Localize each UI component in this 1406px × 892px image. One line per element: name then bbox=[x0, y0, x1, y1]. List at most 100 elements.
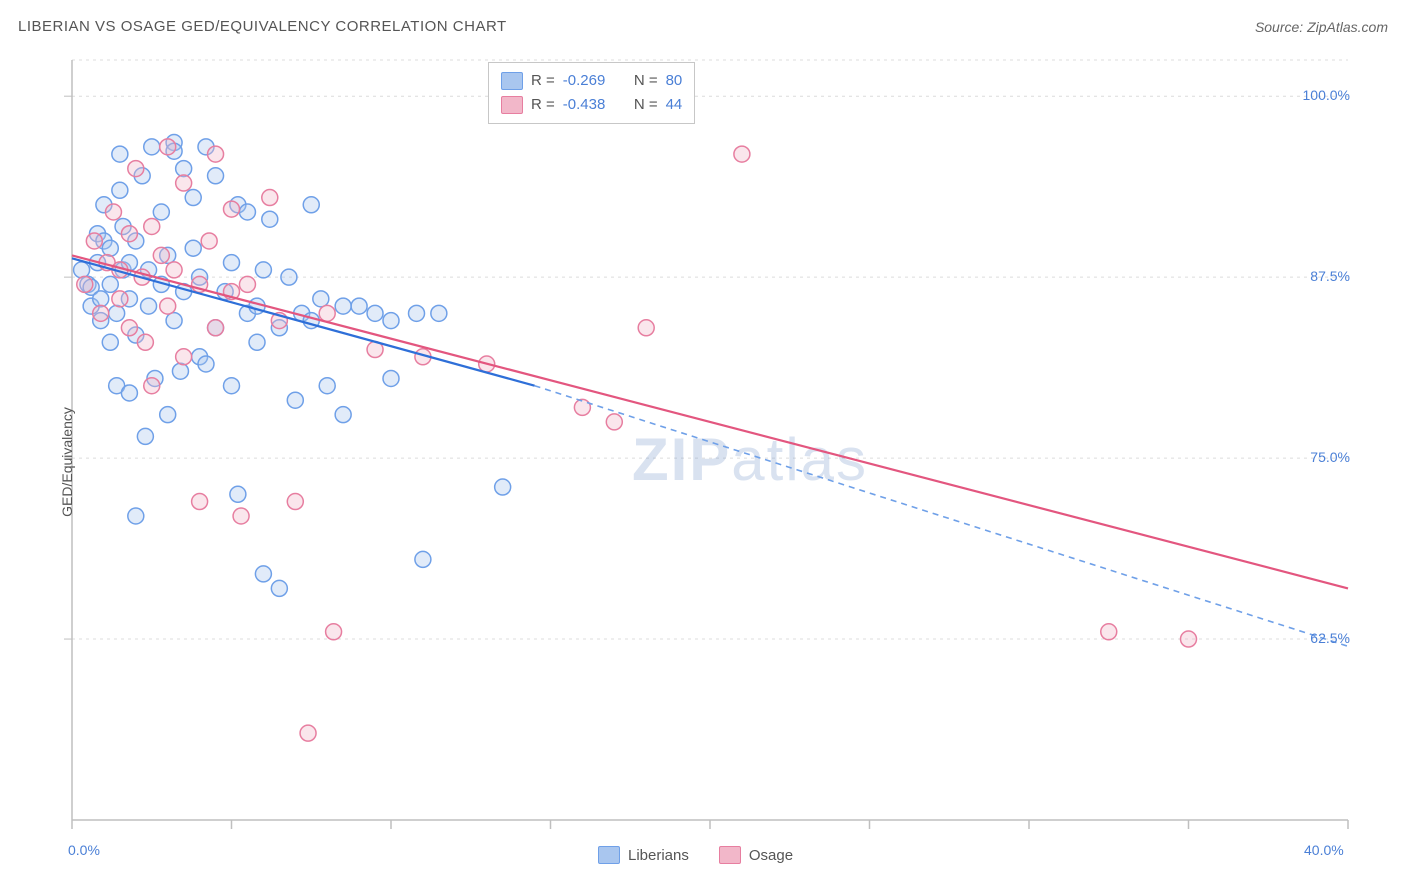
scatter-point bbox=[172, 363, 188, 379]
legend-label: Osage bbox=[749, 847, 793, 864]
scatter-point bbox=[409, 305, 425, 321]
scatter-point bbox=[319, 378, 335, 394]
stats-row: R = -0.438 N = 44 bbox=[501, 93, 682, 117]
scatter-point bbox=[77, 276, 93, 292]
watermark-atlas: atlas bbox=[731, 426, 868, 493]
legend-label: Liberians bbox=[628, 847, 689, 864]
scatter-point bbox=[239, 204, 255, 220]
scatter-point bbox=[734, 146, 750, 162]
stat-n-label: N = bbox=[634, 69, 658, 93]
scatter-point bbox=[153, 204, 169, 220]
scatter-point bbox=[109, 305, 125, 321]
stat-n-value: 44 bbox=[666, 93, 683, 117]
stat-r-value: -0.438 bbox=[563, 93, 606, 117]
scatter-point bbox=[128, 508, 144, 524]
trend-line-ext bbox=[535, 386, 1348, 647]
scatter-point bbox=[185, 190, 201, 206]
scatter-point bbox=[102, 334, 118, 350]
stat-n-value: 80 bbox=[666, 69, 683, 93]
chart-source: Source: ZipAtlas.com bbox=[1255, 19, 1388, 35]
scatter-point bbox=[638, 320, 654, 336]
scatter-point bbox=[160, 298, 176, 314]
legend-swatch bbox=[719, 846, 741, 864]
scatter-point bbox=[176, 175, 192, 191]
scatter-point bbox=[198, 356, 214, 372]
scatter-point bbox=[137, 428, 153, 444]
scatter-point bbox=[176, 349, 192, 365]
y-axis-label: 75.0% bbox=[1310, 449, 1350, 465]
y-axis-label: 100.0% bbox=[1303, 87, 1350, 103]
x-axis-label: 0.0% bbox=[68, 842, 100, 858]
scatter-point bbox=[415, 551, 431, 567]
scatter-point bbox=[335, 407, 351, 423]
scatter-point bbox=[185, 240, 201, 256]
scatter-point bbox=[383, 370, 399, 386]
scatter-point bbox=[208, 146, 224, 162]
scatter-point bbox=[208, 168, 224, 184]
scatter-point bbox=[255, 262, 271, 278]
scatter-point bbox=[230, 486, 246, 502]
scatter-point bbox=[121, 226, 137, 242]
scatter-point bbox=[255, 566, 271, 582]
scatter-point bbox=[144, 218, 160, 234]
scatter-point bbox=[300, 725, 316, 741]
scatter-point bbox=[262, 190, 278, 206]
scatter-point bbox=[192, 494, 208, 510]
y-axis-label: 62.5% bbox=[1310, 630, 1350, 646]
stat-r-label: R = bbox=[531, 93, 555, 117]
scatter-point bbox=[102, 240, 118, 256]
scatter-point bbox=[249, 334, 265, 350]
scatter-point bbox=[137, 334, 153, 350]
stats-row: R = -0.269 N = 80 bbox=[501, 69, 682, 93]
legend-swatch bbox=[598, 846, 620, 864]
scatter-point bbox=[112, 291, 128, 307]
scatter-point bbox=[102, 276, 118, 292]
x-axis-label: 40.0% bbox=[1304, 842, 1344, 858]
y-axis-label: 87.5% bbox=[1310, 268, 1350, 284]
stat-n-label: N = bbox=[634, 93, 658, 117]
scatter-point bbox=[93, 305, 109, 321]
scatter-point bbox=[201, 233, 217, 249]
scatter-point bbox=[281, 269, 297, 285]
scatter-point bbox=[313, 291, 329, 307]
scatter-point bbox=[105, 204, 121, 220]
scatter-point bbox=[166, 313, 182, 329]
scatter-point bbox=[287, 392, 303, 408]
series-swatch bbox=[501, 96, 523, 114]
scatter-point bbox=[121, 320, 137, 336]
scatter-point bbox=[233, 508, 249, 524]
scatter-point bbox=[303, 197, 319, 213]
y-axis-title: GED/Equivalency bbox=[59, 407, 75, 517]
stat-r-label: R = bbox=[531, 69, 555, 93]
scatter-point bbox=[326, 624, 342, 640]
svg-text:ZIPatlas: ZIPatlas bbox=[632, 426, 868, 493]
stat-r-value: -0.269 bbox=[563, 69, 606, 93]
chart-area: GED/Equivalency ZIPatlas 0.0% 40.0% 75.0% 1… bbox=[18, 50, 1388, 874]
source-label: Source: bbox=[1255, 19, 1307, 35]
scatter-point bbox=[93, 291, 109, 307]
scatter-point bbox=[367, 305, 383, 321]
scatter-point bbox=[319, 305, 335, 321]
scatter-point bbox=[86, 233, 102, 249]
legend-item: Osage bbox=[719, 846, 793, 864]
scatter-point bbox=[574, 399, 590, 415]
trend-line bbox=[72, 255, 1348, 588]
scatter-point bbox=[431, 305, 447, 321]
scatter-point bbox=[262, 211, 278, 227]
scatter-point bbox=[383, 313, 399, 329]
scatter-point bbox=[351, 298, 367, 314]
correlation-stats-box: R = -0.269 N = 80R = -0.438 N = 44 bbox=[488, 62, 695, 124]
scatter-point bbox=[160, 139, 176, 155]
scatter-point bbox=[606, 414, 622, 430]
scatter-point bbox=[144, 378, 160, 394]
chart-title: LIBERIAN VS OSAGE GED/EQUIVALENCY CORREL… bbox=[18, 18, 507, 35]
scatter-point bbox=[335, 298, 351, 314]
scatter-point bbox=[112, 182, 128, 198]
scatter-point bbox=[153, 247, 169, 263]
scatter-point bbox=[160, 407, 176, 423]
scatter-point bbox=[112, 146, 128, 162]
scatter-point bbox=[208, 320, 224, 336]
series-swatch bbox=[501, 72, 523, 90]
header: LIBERIAN VS OSAGE GED/EQUIVALENCY CORREL… bbox=[18, 18, 1388, 35]
scatter-point bbox=[121, 385, 137, 401]
